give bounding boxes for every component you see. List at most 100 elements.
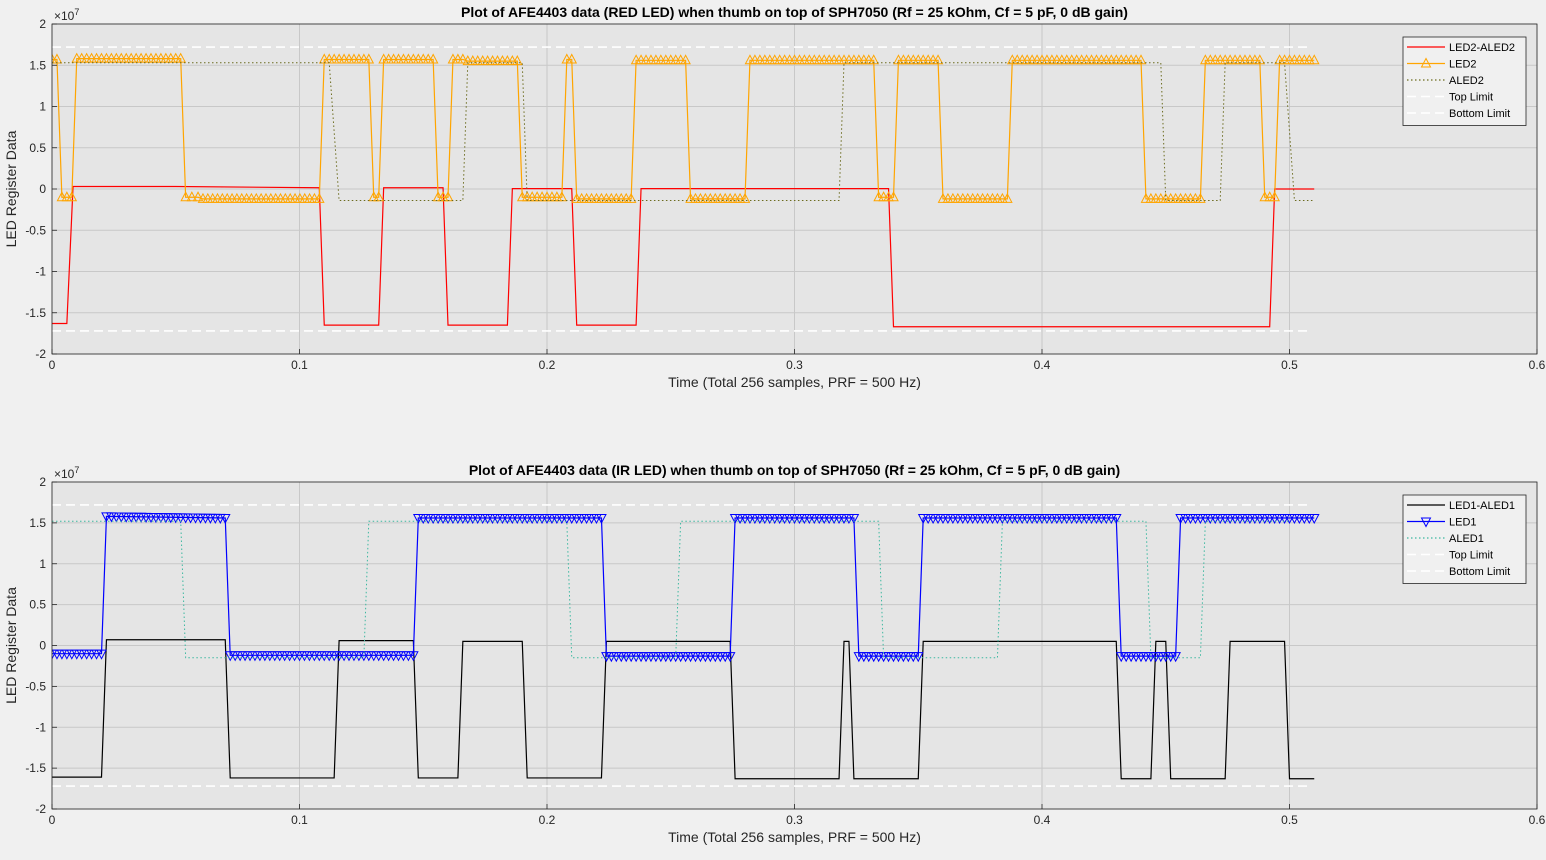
plot-ir-led: 0 0.1 0.2 0.3 0.4 0.5 0.6 -2 -1.5 -1 -0.5 0 0.5 1 1.5 2…: [3, 462, 1546, 845]
data-point-marker: [1002, 192, 1013, 203]
legend-label: LED2-ALED2: [1449, 42, 1515, 54]
data-point-marker: [186, 191, 198, 202]
x-axis-label: Time (Total 256 samples, PRF = 500 Hz): [668, 829, 921, 845]
x-tick-label: 0.6: [1529, 813, 1546, 827]
legend[interactable]: LED2-ALED2 LED2 ALED2 Top Limit Bottom Limit: [1402, 36, 1527, 126]
data-point-marker: [511, 55, 523, 66]
data-point-marker: [313, 192, 325, 203]
y-tick-label: 0.5: [29, 141, 46, 155]
chart-title: Plot of AFE4403 data (IR LED) when thumb…: [469, 462, 1120, 478]
y-tick-label: 0: [39, 639, 46, 653]
data-point-marker: [625, 192, 637, 203]
legend-label: Top Limit: [1449, 92, 1493, 104]
x-tick-label: 0.3: [786, 813, 803, 827]
data-point-marker: [96, 649, 107, 660]
data-point-marker: [457, 53, 469, 64]
data-point-marker: [66, 191, 78, 202]
series-line-aled1: [52, 520, 1290, 659]
y-tick-label: 0.5: [29, 598, 46, 612]
legend-label: ALED2: [1449, 75, 1484, 87]
x-tick-label: 0.5: [1281, 813, 1298, 827]
legend-box: [1402, 36, 1527, 126]
data-point-marker: [1195, 192, 1206, 203]
data-point-marker: [408, 651, 419, 662]
y-tick-label: 2: [39, 17, 46, 31]
y-tick-label: 0: [39, 182, 46, 196]
legend-entry-top-limit[interactable]: Top Limit: [1407, 92, 1493, 104]
series-group: [52, 46, 1320, 332]
data-point-marker: [566, 53, 578, 64]
data-point-marker: [363, 53, 375, 64]
legend-label: Top Limit: [1449, 550, 1493, 562]
legend-label: Bottom Limit: [1449, 108, 1510, 120]
series-line-aled2: [52, 62, 1315, 202]
legend-entry-led2-aled2[interactable]: LED2-ALED2: [1407, 42, 1515, 54]
y-tick-label: -1.5: [25, 761, 46, 775]
legend-entry-led1-aled1[interactable]: LED1-ALED1: [1407, 500, 1515, 512]
data-point-marker: [848, 513, 860, 525]
legend-entry-led1[interactable]: LED1: [1407, 517, 1477, 529]
series-markers-led2: [52, 52, 1320, 203]
y-axis-label: LED Register Data: [3, 130, 19, 247]
plot-red-led: 0 0.1 0.2 0.3 0.4 0.5 0.6 -2 -1.5 -1 -0.5 0 0.5 1 1.5 2…: [3, 4, 1546, 390]
y-tick-label: -0.5: [25, 223, 46, 237]
series-line-led1: [52, 515, 1315, 657]
data-point-marker: [180, 191, 191, 202]
legend-marker: [1420, 517, 1432, 528]
x-tick-label: 0.3: [786, 358, 803, 372]
y-tick-label: -2: [35, 347, 46, 361]
data-point-marker: [219, 513, 231, 525]
y-tick-label: 1.5: [29, 516, 46, 530]
data-point-marker: [556, 191, 568, 202]
legend-label: ALED1: [1449, 533, 1484, 545]
x-tick-label: 0.1: [291, 358, 308, 372]
x-tick-label: 0: [49, 813, 56, 827]
legend-entry-aled1[interactable]: ALED1: [1407, 533, 1484, 545]
x-tick-label: 0.5: [1281, 358, 1298, 372]
series-line-led2-aled2: [52, 185, 1315, 328]
y-axis-exponent: ×107: [54, 465, 79, 481]
data-point-marker: [1254, 54, 1266, 65]
series-line-led1-aled1: [52, 639, 1315, 780]
y-tick-label: 1: [39, 557, 46, 571]
legend-label: LED1: [1449, 517, 1477, 529]
data-point-marker: [596, 513, 607, 525]
legend-entry-bottom-limit[interactable]: Bottom Limit: [1407, 566, 1510, 578]
y-tick-label: 1.5: [29, 58, 46, 72]
y-tick-label: 2: [39, 475, 46, 489]
data-point-marker: [912, 652, 924, 663]
x-tick-label: 0.2: [539, 358, 556, 372]
x-tick-label: 0: [49, 358, 56, 372]
exponent-power: 7: [74, 465, 79, 475]
data-point-marker: [175, 52, 187, 63]
y-axis-exponent: ×107: [54, 7, 79, 23]
x-tick-label: 0.4: [1034, 358, 1051, 372]
y-tick-label: -0.5: [25, 679, 46, 693]
legend-entry-top-limit[interactable]: Top Limit: [1407, 550, 1493, 562]
y-tick-label: -1.5: [25, 306, 46, 320]
series-group: [52, 504, 1320, 787]
y-tick-label: -1: [35, 265, 46, 279]
x-tick-label: 0.2: [539, 813, 556, 827]
data-point-marker: [932, 54, 944, 65]
legend-entry-aled2[interactable]: ALED2: [1407, 75, 1484, 87]
legend-box: [1402, 494, 1527, 584]
ticks: 0 0.1 0.2 0.3 0.4 0.5 0.6 -2 -1.5 -1 -0.5 0 0.5 1 1.5 2: [25, 475, 1545, 827]
legend-label: Bottom Limit: [1449, 566, 1510, 578]
x-tick-label: 0.4: [1034, 813, 1051, 827]
y-tick-label: -1: [35, 720, 46, 734]
x-tick-label: 0.1: [291, 813, 308, 827]
chart-title: Plot of AFE4403 data (RED LED) when thum…: [461, 4, 1128, 20]
data-point-marker: [1269, 191, 1280, 202]
data-point-marker: [192, 191, 204, 202]
x-tick-label: 0.6: [1529, 358, 1546, 372]
legend[interactable]: LED1-ALED1 LED1 ALED1 Top Limit Bottom Limit: [1402, 494, 1527, 584]
data-point-marker: [1308, 54, 1320, 65]
legend-entry-led2[interactable]: LED2: [1407, 57, 1477, 71]
legend-entry-bottom-limit[interactable]: Bottom Limit: [1407, 108, 1510, 120]
exponent-power: 7: [74, 7, 79, 17]
data-point-marker: [427, 53, 439, 64]
legend-label: LED1-ALED1: [1449, 500, 1515, 512]
y-tick-label: 1: [39, 100, 46, 114]
